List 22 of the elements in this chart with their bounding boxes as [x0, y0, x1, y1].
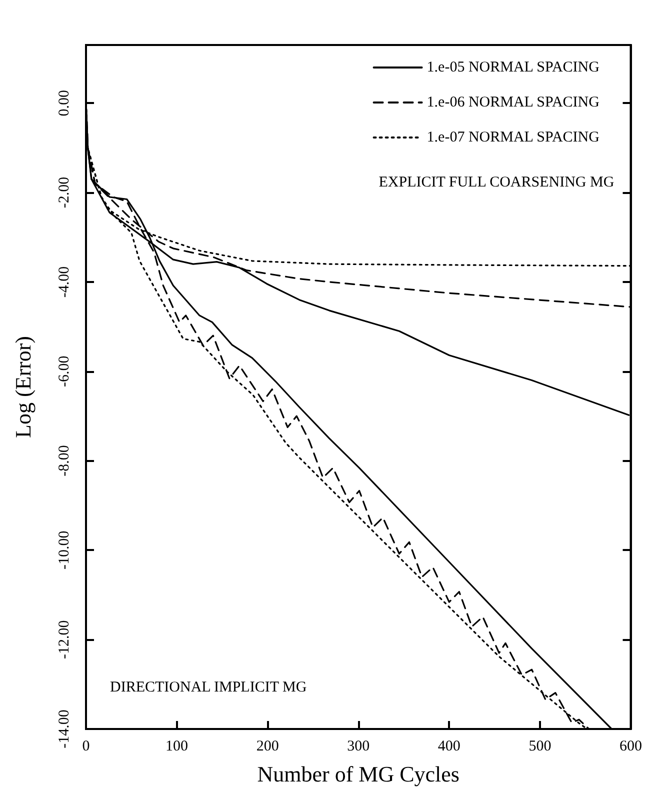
- y-tick-label: 0.00: [56, 90, 72, 116]
- y-tick-label: -12.00: [56, 620, 72, 659]
- x-tick-label: 0: [82, 738, 90, 754]
- legend-label: 1.e-07 NORMAL SPACING: [426, 130, 600, 146]
- x-tick-label: 400: [438, 738, 460, 754]
- x-tick-label: 500: [528, 738, 552, 754]
- annotation: DIRECTIONAL IMPLICIT MG: [110, 680, 307, 696]
- legend-label: 1.e-06 NORMAL SPACING: [426, 94, 600, 110]
- y-tick-label: -2.00: [56, 176, 72, 208]
- x-axis-title: Number of MG Cycles: [257, 762, 460, 786]
- y-tick-label: -4.00: [56, 266, 72, 298]
- x-tick-label: 100: [166, 738, 188, 754]
- y-tick-label: -14.00: [56, 710, 72, 748]
- y-tick-label: -8.00: [56, 445, 72, 476]
- x-tick-label: 200: [256, 738, 279, 754]
- y-axis-title: Log (Error): [10, 336, 36, 438]
- annotation: EXPLICIT FULL COARSENING MG: [378, 174, 614, 190]
- legend-label: 1.e-05 NORMAL SPACING: [426, 60, 600, 76]
- x-tick-label: 600: [620, 738, 642, 754]
- y-tick-label: -10.00: [56, 530, 72, 570]
- x-tick-label: 300: [347, 738, 370, 754]
- y-tick-label: -6.00: [56, 356, 72, 387]
